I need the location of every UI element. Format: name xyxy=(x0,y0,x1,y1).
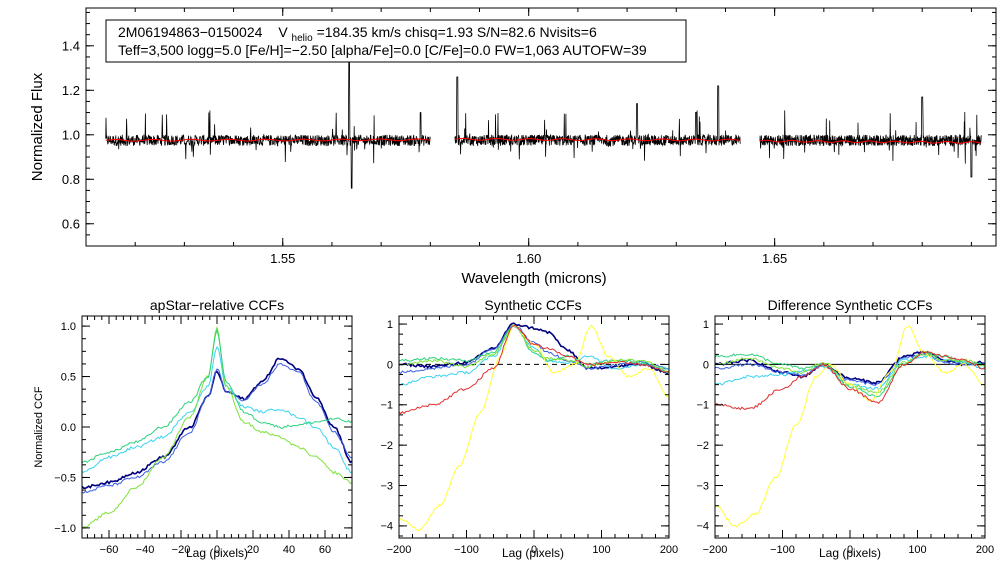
y-tick-label: −2 xyxy=(696,440,709,452)
x-tick-label: −100 xyxy=(770,544,795,556)
x-tick-label: 0 xyxy=(214,544,220,556)
spectrum-plot-frame xyxy=(85,7,997,247)
y-tick-label: 0 xyxy=(387,359,393,371)
spectrum-plot-area xyxy=(105,56,982,189)
difference-ccf-frame xyxy=(714,315,986,539)
difference-ccf-panel: Difference Synthetic CCFs −200 −100 0 100 20… xyxy=(696,297,994,560)
difference-ccf-axis-ticks: −200 −100 0 100 200 −4 −3 −2 −1 0 1 xyxy=(696,316,994,556)
fit-info-values: =184.35 km/s chisq=1.93 S/N=82.6 Nvisits… xyxy=(317,24,597,40)
spectrum-axis-ticks: 1.55 1.60 1.65 0.6 0.8 1.0 1.2 1.4 xyxy=(62,8,996,266)
ccf-series-line xyxy=(81,357,353,489)
y-tick-label: 0.0 xyxy=(61,422,76,434)
x-tick-label: 40 xyxy=(283,544,295,556)
ccf-series-line xyxy=(714,350,986,411)
vhelio-symbol: V xyxy=(278,24,288,40)
y-tick-label: 0.8 xyxy=(62,172,80,187)
fit-info-box xyxy=(105,19,687,63)
spectrum-line-segment xyxy=(759,96,982,178)
x-tick-label: 20 xyxy=(247,544,259,556)
model-line-segment xyxy=(759,139,982,144)
ccf-series-line xyxy=(398,324,670,375)
apstar-ccf-plot-area xyxy=(81,325,353,530)
synthetic-ccf-x-axis-label: Lag (pixels) xyxy=(502,546,564,560)
y-tick-label: 0.5 xyxy=(61,371,76,383)
x-tick-label: −60 xyxy=(100,544,119,556)
apstar-ccf-frame xyxy=(81,315,353,539)
y-tick-label: 0 xyxy=(703,359,709,371)
spectrum-x-axis-label: Wavelength (microns) xyxy=(461,270,606,287)
model-line-segment xyxy=(454,137,741,142)
x-tick-label: 1.55 xyxy=(270,251,295,266)
ccf-series-line xyxy=(714,325,986,528)
x-tick-label: −40 xyxy=(136,544,155,556)
difference-ccf-title: Difference Synthetic CCFs xyxy=(768,297,933,313)
ccf-series-line xyxy=(398,324,669,415)
ccf-series-line xyxy=(398,324,670,386)
x-tick-label: 0 xyxy=(847,544,853,556)
apstar-ccf-title: apStar−relative CCFs xyxy=(150,297,284,313)
x-tick-label: 200 xyxy=(976,544,994,556)
y-tick-label: −1 xyxy=(696,400,709,412)
y-tick-label: −0.5 xyxy=(54,472,76,484)
x-tick-label: 1.60 xyxy=(516,251,541,266)
fit-info-line-2: Teff=3,500 logg=5.0 [Fe/H]=−2.50 [alpha/… xyxy=(118,42,647,58)
y-tick-label: −2 xyxy=(380,440,393,452)
synthetic-ccf-title: Synthetic CCFs xyxy=(484,297,581,313)
ccf-series-line xyxy=(398,324,670,532)
y-tick-label: −3 xyxy=(696,480,709,492)
spectrum-y-axis-label: Normalized Flux xyxy=(29,72,46,181)
y-tick-label: −4 xyxy=(696,521,709,533)
x-tick-label: 200 xyxy=(660,544,678,556)
apstar-ccf-axis-ticks: −60 −40 −20 0 20 40 60 −1.0 −0.5 0.0 0.5 1.0 xyxy=(54,316,352,556)
x-tick-label: 100 xyxy=(592,544,610,556)
y-tick-label: 1 xyxy=(703,319,709,331)
synthetic-ccf-axis-ticks: −200 −100 0 100 200 −4 −3 −2 −1 0 1 xyxy=(380,316,678,556)
y-tick-label: 0.6 xyxy=(62,216,80,231)
y-tick-label: 1.2 xyxy=(62,83,80,98)
ccf-series-line xyxy=(81,346,353,474)
model-line-segment xyxy=(105,138,431,142)
difference-ccf-plot-area xyxy=(714,325,986,528)
apstar-ccf-panel: apStar−relative CCFs −60 −40 −20 0 20 40 60 −1.… xyxy=(33,297,353,560)
ccf-series-line xyxy=(714,350,985,385)
spectrum-line-segment xyxy=(105,56,431,189)
y-tick-label: 1.0 xyxy=(61,321,76,333)
y-tick-label: 1.4 xyxy=(62,38,80,53)
y-tick-label: 1.0 xyxy=(62,127,80,142)
synthetic-ccf-panel: Synthetic CCFs −200 −100 0 100 200 −4 −3 −2 −1 0 1… xyxy=(380,297,678,560)
x-tick-label: −200 xyxy=(387,544,412,556)
fit-info-line-1: 2M06194863−0150024 V helio =184.35 km/s … xyxy=(118,24,597,44)
synthetic-ccf-plot-area xyxy=(398,322,670,532)
x-tick-label: 1.65 xyxy=(762,251,787,266)
difference-ccf-x-axis-label: Lag (pixels) xyxy=(819,546,881,560)
x-tick-label: 60 xyxy=(319,544,331,556)
x-tick-label: −100 xyxy=(454,544,479,556)
y-tick-label: −4 xyxy=(380,521,393,533)
star-id: 2M06194863−0150024 xyxy=(118,24,263,40)
x-tick-label: 0 xyxy=(531,544,537,556)
ccf-series-line xyxy=(81,325,353,530)
y-tick-label: −3 xyxy=(380,480,393,492)
x-tick-label: −20 xyxy=(172,544,191,556)
ccf-series-line xyxy=(81,362,353,494)
ccf-series-line xyxy=(398,324,670,373)
apstar-ccf-x-axis-label: Lag (pixels) xyxy=(186,546,248,560)
x-tick-label: 100 xyxy=(908,544,926,556)
x-tick-label: −200 xyxy=(703,544,728,556)
ccf-series-line xyxy=(398,322,670,375)
spectrum-panel: 1.55 1.60 1.65 0.6 0.8 1.0 1.2 1.4 2M06194863−0… xyxy=(29,7,997,287)
ccf-series-line xyxy=(714,353,986,394)
y-tick-label: −1.0 xyxy=(54,523,76,535)
y-tick-label: 1 xyxy=(387,319,393,331)
ccf-series-line xyxy=(81,327,353,464)
vhelio-subscript: helio xyxy=(292,33,314,44)
spectrum-line-segment xyxy=(454,76,741,161)
y-tick-label: −1 xyxy=(380,400,393,412)
apstar-ccf-y-axis-label: Normalized CCF xyxy=(33,386,45,468)
